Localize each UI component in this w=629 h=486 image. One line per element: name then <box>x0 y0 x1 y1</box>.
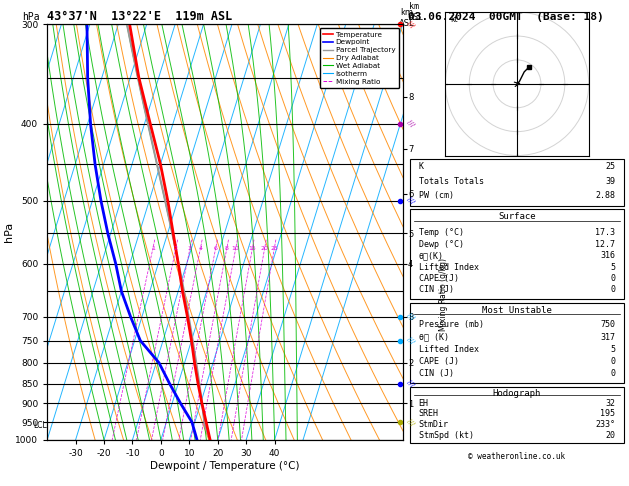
Text: SREH: SREH <box>419 409 438 418</box>
Text: 39: 39 <box>606 176 615 186</box>
Text: Pressure (mb): Pressure (mb) <box>419 320 484 330</box>
Text: km
ASL: km ASL <box>409 2 424 22</box>
Text: 17.3: 17.3 <box>596 228 615 237</box>
Text: Totals Totals: Totals Totals <box>419 176 484 186</box>
Text: 20: 20 <box>260 246 269 251</box>
Text: Mixing Ratio (g/kg): Mixing Ratio (g/kg) <box>439 258 448 331</box>
Text: ///: /// <box>406 119 415 128</box>
Text: 5: 5 <box>610 345 615 354</box>
Text: 195: 195 <box>601 409 615 418</box>
Text: 8: 8 <box>225 246 229 251</box>
Text: 0: 0 <box>610 357 615 366</box>
Text: 2.88: 2.88 <box>596 191 615 200</box>
Text: Temp (°C): Temp (°C) <box>419 228 464 237</box>
Text: 32: 32 <box>606 399 615 408</box>
Text: 5: 5 <box>610 262 615 272</box>
Text: kt: kt <box>450 15 458 24</box>
Text: Lifted Index: Lifted Index <box>419 345 479 354</box>
Text: K: K <box>419 162 424 171</box>
Text: 3: 3 <box>188 246 192 251</box>
Text: 0: 0 <box>610 369 615 378</box>
Text: Lifted Index: Lifted Index <box>419 262 479 272</box>
Text: CIN (J): CIN (J) <box>419 285 454 295</box>
Text: 20: 20 <box>606 431 615 440</box>
X-axis label: Dewpoint / Temperature (°C): Dewpoint / Temperature (°C) <box>150 461 299 470</box>
Text: StmSpd (kt): StmSpd (kt) <box>419 431 474 440</box>
Text: CAPE (J): CAPE (J) <box>419 274 459 283</box>
Text: 6: 6 <box>214 246 218 251</box>
Text: θᴄ(K): θᴄ(K) <box>419 251 443 260</box>
Text: LCL: LCL <box>34 420 47 430</box>
Text: StmDir: StmDir <box>419 420 448 429</box>
Text: 03.06.2024  00GMT  (Base: 18): 03.06.2024 00GMT (Base: 18) <box>408 12 603 22</box>
Text: θᴄ (K): θᴄ (K) <box>419 333 448 342</box>
Text: 0: 0 <box>610 285 615 295</box>
Text: 233°: 233° <box>596 420 615 429</box>
Text: ///: /// <box>406 417 415 427</box>
Y-axis label: hPa: hPa <box>4 222 14 242</box>
Text: 10: 10 <box>231 246 240 251</box>
Text: 15: 15 <box>248 246 256 251</box>
Text: 12.7: 12.7 <box>596 240 615 249</box>
Text: ///: /// <box>406 19 415 29</box>
Text: 43°37'N  13°22'E  119m ASL: 43°37'N 13°22'E 119m ASL <box>47 10 233 23</box>
Text: PW (cm): PW (cm) <box>419 191 454 200</box>
Text: 2: 2 <box>174 246 178 251</box>
Text: 0: 0 <box>610 274 615 283</box>
Text: © weatheronline.co.uk: © weatheronline.co.uk <box>469 452 565 461</box>
Legend: Temperature, Dewpoint, Parcel Trajectory, Dry Adiabat, Wet Adiabat, Isotherm, Mi: Temperature, Dewpoint, Parcel Trajectory… <box>320 28 399 88</box>
Text: Hodograph: Hodograph <box>493 389 541 398</box>
Text: Most Unstable: Most Unstable <box>482 306 552 314</box>
Text: ///: /// <box>406 196 415 205</box>
Text: EH: EH <box>419 399 428 408</box>
Text: CAPE (J): CAPE (J) <box>419 357 459 366</box>
Text: 316: 316 <box>601 251 615 260</box>
Text: 25: 25 <box>606 162 615 171</box>
Text: 1: 1 <box>151 246 155 251</box>
Text: ///: /// <box>406 312 415 321</box>
Text: 750: 750 <box>601 320 615 330</box>
Text: 4: 4 <box>198 246 203 251</box>
Text: 317: 317 <box>601 333 615 342</box>
Text: Dewp (°C): Dewp (°C) <box>419 240 464 249</box>
Text: Surface: Surface <box>498 212 536 221</box>
Text: ///: /// <box>406 336 415 345</box>
Text: 25: 25 <box>270 246 278 251</box>
Text: km
ASL: km ASL <box>399 8 415 28</box>
Text: CIN (J): CIN (J) <box>419 369 454 378</box>
Text: hPa: hPa <box>22 12 40 22</box>
Text: ///: /// <box>406 379 415 388</box>
